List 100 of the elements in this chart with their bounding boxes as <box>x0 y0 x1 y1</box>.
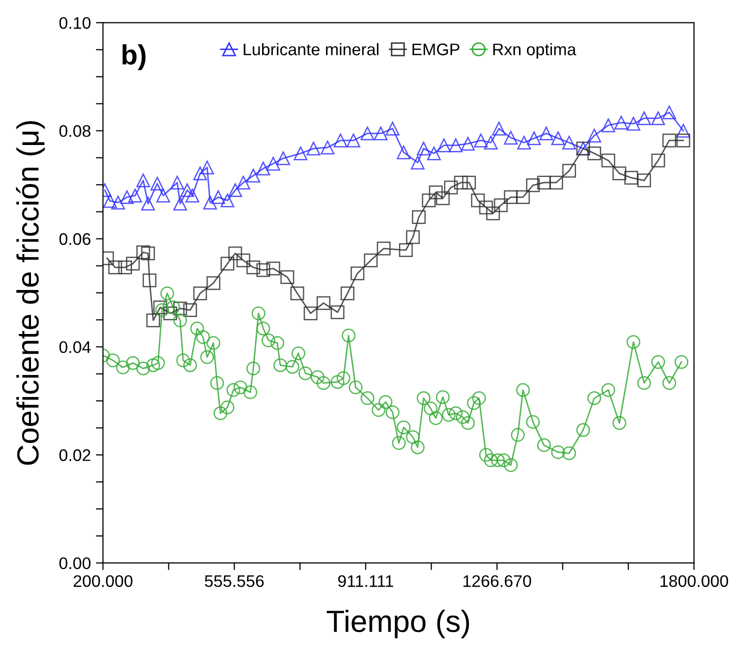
point <box>504 190 518 204</box>
point <box>136 174 150 188</box>
point <box>587 146 602 160</box>
point <box>280 270 294 284</box>
legend-label: Rxn optima <box>493 43 576 59</box>
point <box>437 138 451 152</box>
point <box>412 210 426 224</box>
y-tick-label: 0.08 <box>59 125 90 137</box>
point <box>562 136 576 150</box>
point <box>170 176 184 190</box>
point <box>266 156 280 171</box>
y-axis-title: Coeficiente de fricción (μ) <box>16 121 45 465</box>
point <box>396 145 411 160</box>
point <box>220 256 234 271</box>
point <box>350 266 364 280</box>
point <box>406 230 420 244</box>
point <box>471 194 485 208</box>
point <box>228 246 242 260</box>
point <box>294 146 308 160</box>
point <box>492 122 506 136</box>
point <box>256 263 270 277</box>
x-tick-label: 1800.000 <box>660 575 728 587</box>
point <box>103 194 117 208</box>
point <box>128 188 142 202</box>
point <box>228 183 242 198</box>
point <box>141 246 155 260</box>
point <box>334 134 348 148</box>
point <box>486 206 500 220</box>
point <box>612 166 626 180</box>
point <box>587 128 602 142</box>
point <box>516 190 530 204</box>
point <box>494 198 508 212</box>
point <box>146 313 160 328</box>
legend-label: EMGP <box>412 44 460 56</box>
point <box>484 136 498 150</box>
point <box>427 146 441 160</box>
point <box>200 160 214 174</box>
point <box>539 126 554 140</box>
point <box>111 196 125 210</box>
point <box>290 286 304 300</box>
point <box>374 126 388 140</box>
x-tick-label: 911.111 <box>338 575 394 587</box>
point <box>651 111 666 126</box>
point <box>346 134 360 148</box>
point <box>185 188 200 202</box>
point <box>562 164 576 178</box>
point <box>320 140 334 154</box>
point <box>386 122 400 136</box>
point <box>614 116 628 130</box>
point <box>156 188 170 202</box>
point <box>474 134 488 148</box>
x-tick-label: 555.556 <box>204 575 264 587</box>
point <box>399 243 413 258</box>
point <box>504 130 518 145</box>
point <box>118 260 132 274</box>
point <box>256 162 270 176</box>
point <box>203 196 217 210</box>
point <box>537 176 551 190</box>
point <box>676 124 690 138</box>
legend-label: Lubricante mineral <box>244 43 378 56</box>
point <box>428 185 443 200</box>
point <box>601 118 616 132</box>
point <box>444 180 458 194</box>
point <box>549 176 564 190</box>
point <box>220 194 234 208</box>
y-tick-label: 0.06 <box>59 233 90 245</box>
point <box>183 303 198 317</box>
y-tick-label: 0.10 <box>59 17 91 29</box>
point <box>376 242 391 256</box>
point <box>551 131 565 146</box>
point <box>422 194 436 208</box>
point <box>360 126 374 140</box>
point <box>527 131 541 146</box>
point <box>236 254 250 268</box>
point <box>153 300 168 314</box>
point <box>517 136 531 150</box>
point <box>651 154 666 168</box>
point <box>193 166 207 180</box>
point <box>662 105 676 120</box>
point <box>662 134 676 148</box>
point <box>180 183 194 198</box>
point <box>637 111 652 126</box>
point <box>448 138 463 152</box>
point <box>316 296 330 310</box>
x-tick-label: 1266.670 <box>464 575 532 587</box>
y-tick-label: 0.02 <box>59 449 90 462</box>
point <box>136 245 150 260</box>
point <box>150 176 164 191</box>
point <box>454 176 468 190</box>
point <box>193 286 207 300</box>
point <box>246 260 260 274</box>
point <box>163 306 178 320</box>
point <box>173 302 188 316</box>
point <box>142 274 156 288</box>
point <box>601 154 616 168</box>
point <box>246 168 260 182</box>
point <box>266 262 280 276</box>
point <box>108 260 122 274</box>
point <box>276 151 290 166</box>
point <box>462 176 476 190</box>
